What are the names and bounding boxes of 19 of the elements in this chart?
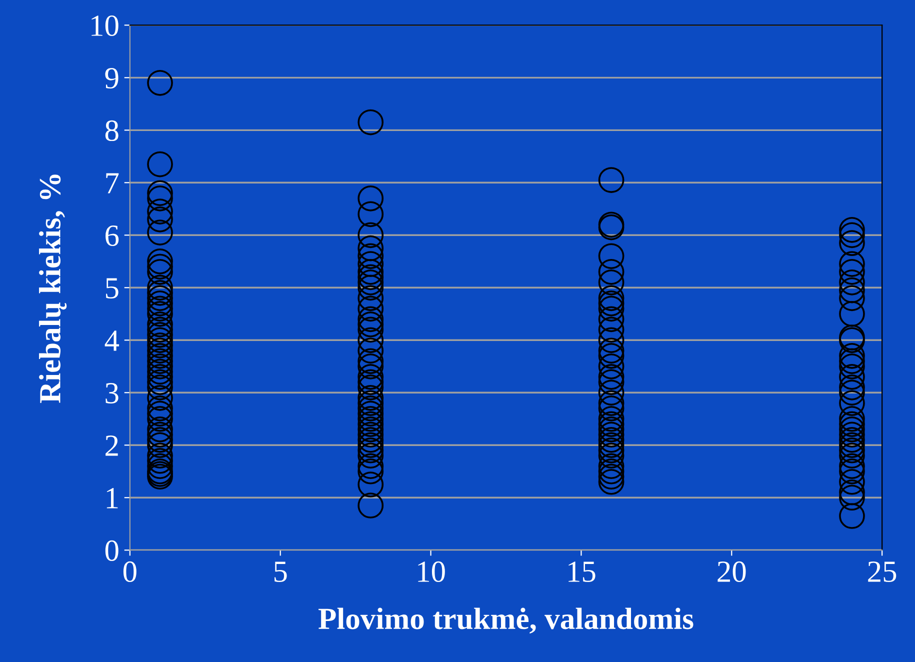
x-tick-label: 10 (418, 561, 445, 582)
x-tick-label: 15 (568, 562, 596, 582)
y-tick-label: 8 (105, 120, 118, 142)
x-tick-label: 20 (718, 561, 746, 582)
y-tick-label: 7 (106, 173, 119, 194)
x-tick-label: 5 (274, 562, 287, 582)
y-tick-label: 0 (105, 540, 118, 562)
y-tick-label: 1 (106, 488, 118, 508)
x-tick-label: 25 (868, 562, 896, 582)
y-tick-label: 4 (104, 330, 120, 351)
y-tick-label: 3 (106, 383, 118, 404)
y-tick-label: 2 (106, 435, 118, 456)
y-tick-label: 10 (92, 15, 118, 36)
y-axis-title: Riebalų kiekis, % (39, 174, 67, 403)
y-tick-label: 9 (105, 68, 118, 89)
y-tick-label: 5 (106, 278, 118, 299)
x-axis-title: Plovimo trukmė, valandomis (318, 608, 694, 634)
x-tick-label: 0 (123, 561, 136, 582)
y-tick-label: 6 (106, 226, 119, 246)
